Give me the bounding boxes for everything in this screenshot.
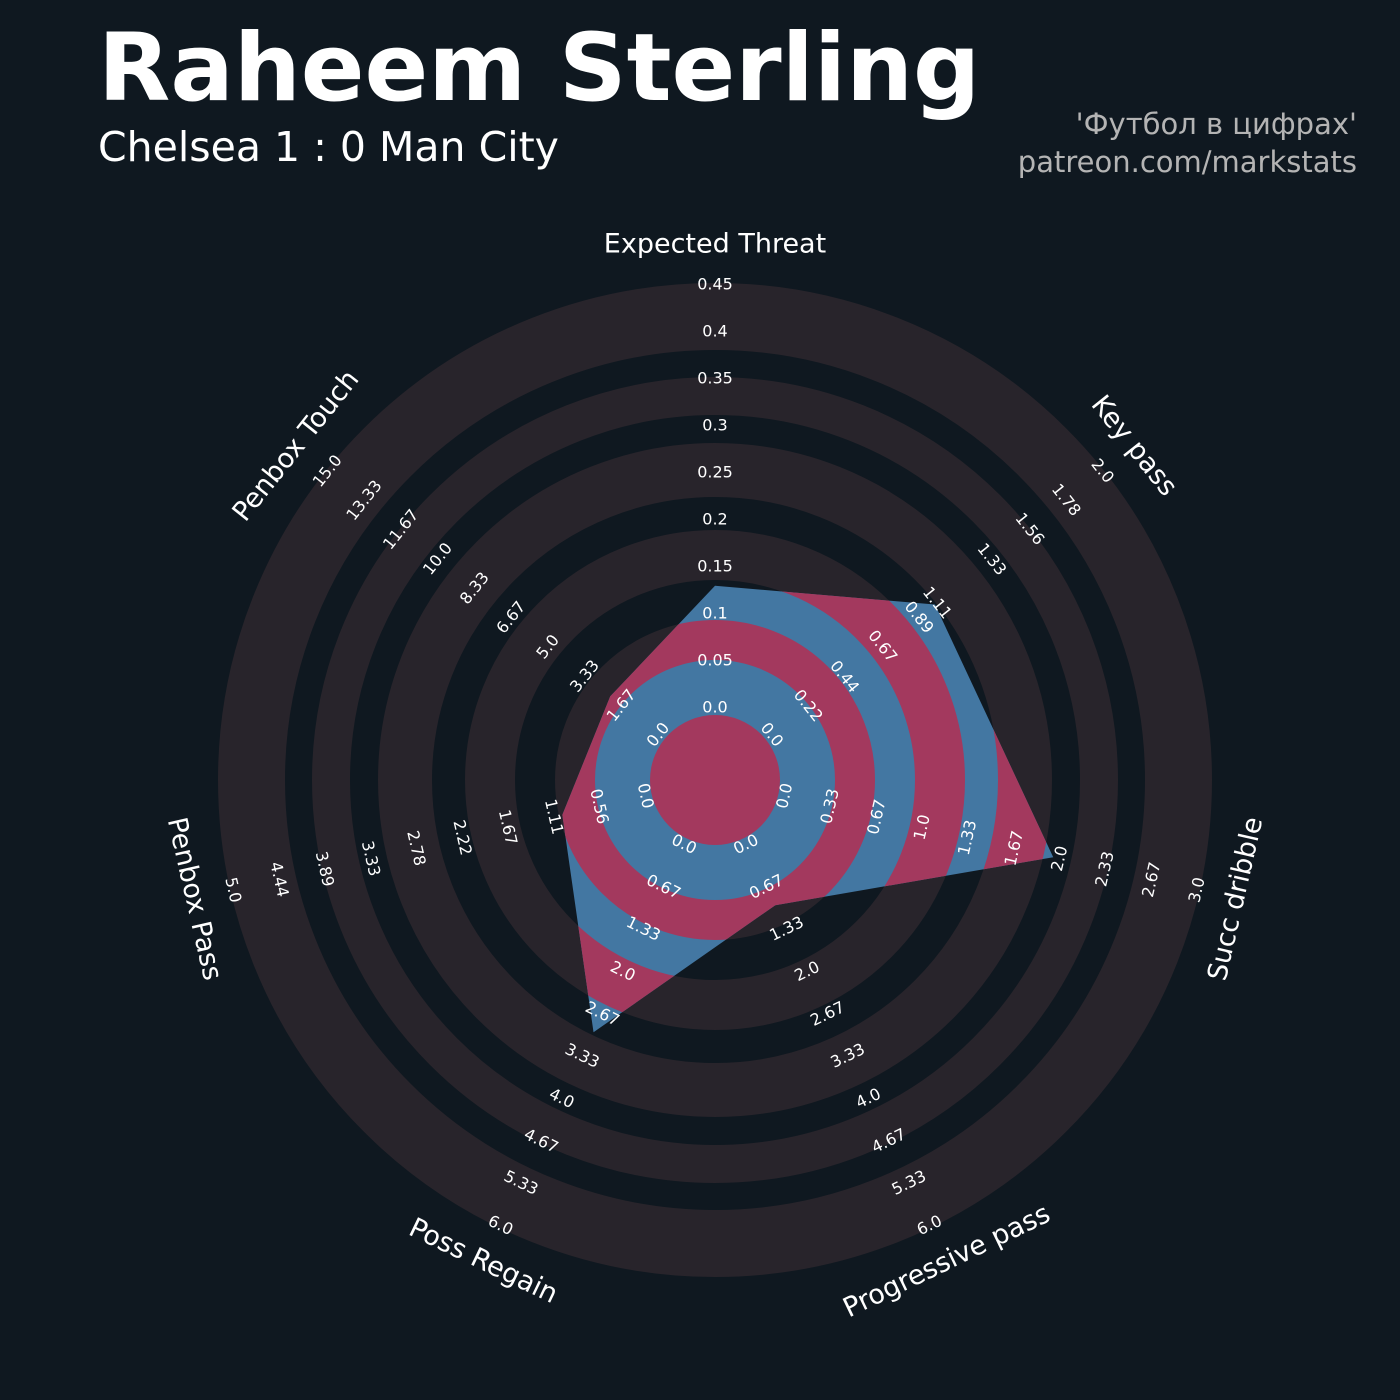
credit: patreon.com/markstats [1018,145,1357,179]
ring [312,377,1118,1183]
tick-label: 0.4 [702,322,727,341]
chart-title: Raheem Sterling [98,14,980,123]
tick-label: 0.1 [702,604,727,623]
tick-label: 0.15 [697,557,733,576]
tick-label: 0.35 [697,369,733,388]
credit: 'Футбол в цифрах' [1076,107,1357,141]
ring [378,443,1052,1117]
tick-label: 0.3 [702,416,727,435]
ring [218,283,1212,1277]
tick-label: 0.45 [697,275,733,294]
ring [650,715,780,845]
tick-label: 0.05 [697,651,733,670]
axis-label: Expected Threat [604,229,826,260]
tick-label: 0.25 [697,463,733,482]
chart-subtitle: Chelsea 1 : 0 Man City [98,123,559,171]
tick-label: 0.0 [702,698,727,717]
tick-label: 0.2 [702,510,727,529]
